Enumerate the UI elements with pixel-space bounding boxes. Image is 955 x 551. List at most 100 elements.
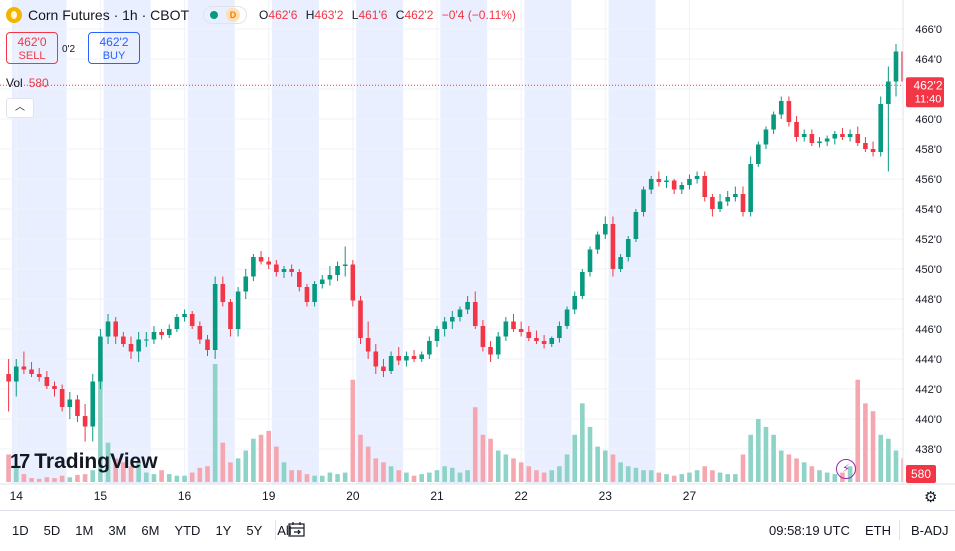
chart-header: Corn Futures · 1h · CBOT D O462'6 H463'2…: [6, 6, 521, 24]
candle-body: [419, 355, 424, 360]
symbol-title[interactable]: Corn Futures · 1h · CBOT: [28, 7, 189, 23]
collapse-legend-button[interactable]: ︿: [6, 98, 34, 118]
candle-body: [113, 322, 118, 337]
divider: [899, 520, 900, 540]
volume-bar: [404, 473, 409, 482]
candle-body: [90, 382, 95, 427]
volume-bar: [274, 447, 279, 482]
y-tick-label: 438'0: [915, 444, 942, 456]
volume-bar: [75, 475, 80, 482]
price-badge: 462'2 11:40: [906, 77, 944, 107]
x-tick-label: 23: [599, 489, 613, 503]
volume-bar: [335, 474, 340, 482]
x-tick-label: 22: [514, 489, 528, 503]
range-6m[interactable]: 6M: [141, 523, 159, 538]
volume-bar: [664, 474, 669, 482]
tradingview-logo[interactable]: 17 TradingView: [10, 450, 158, 474]
candle-body: [175, 317, 180, 329]
y-tick-label: 444'0: [915, 354, 942, 366]
candle-body: [825, 139, 830, 142]
volume-bar: [878, 435, 883, 482]
candle-body: [611, 224, 616, 269]
candle-body: [266, 262, 271, 265]
volume-bar: [794, 458, 799, 482]
volume-bar: [328, 473, 333, 482]
candle-body: [733, 194, 738, 197]
candle-body: [718, 202, 723, 210]
x-tick-label: 20: [346, 489, 360, 503]
candle-body: [687, 179, 692, 185]
volume-bar: [481, 435, 486, 482]
volume-bar: [251, 439, 256, 482]
y-tick-label: 458'0: [915, 144, 942, 156]
utc-clock[interactable]: 09:58:19 UTC: [769, 523, 850, 538]
candle-body: [52, 386, 57, 389]
y-tick-label: 452'0: [915, 234, 942, 246]
volume-bar: [182, 476, 187, 482]
range-ytd[interactable]: YTD: [174, 523, 200, 538]
session-band: [188, 0, 235, 484]
y-tick-label: 460'0: [915, 114, 942, 126]
volume-bar: [641, 470, 646, 482]
session-band: [609, 0, 656, 484]
corn-coin-icon: [6, 7, 22, 23]
candle-body: [848, 134, 853, 137]
volume-bar: [282, 462, 287, 482]
session-badge: D: [226, 8, 240, 22]
candle-body: [695, 176, 700, 179]
volume-bar: [833, 474, 838, 482]
candle-body: [221, 284, 226, 302]
candle-body: [802, 134, 807, 137]
candle-body: [374, 352, 379, 367]
candle-body: [83, 416, 88, 427]
price-chart[interactable]: 466'0464'0462'0460'0458'0456'0454'0452'0…: [0, 0, 955, 510]
calendar-goto-icon[interactable]: [288, 521, 306, 538]
volume-bar: [764, 427, 769, 482]
candle-body: [527, 332, 532, 338]
candle-body: [228, 302, 233, 329]
range-5d[interactable]: 5D: [44, 523, 61, 538]
range-1d[interactable]: 1D: [12, 523, 29, 538]
candle-body: [29, 370, 34, 375]
volume-bar: [52, 478, 57, 482]
candle-body: [60, 389, 65, 407]
candle-body: [205, 340, 210, 351]
range-1m[interactable]: 1M: [75, 523, 93, 538]
lightning-icon[interactable]: ⚡: [836, 459, 856, 479]
candle-body: [833, 134, 838, 139]
range-1y[interactable]: 1Y: [215, 523, 231, 538]
volume-bar: [725, 474, 730, 482]
volume-bar: [787, 454, 792, 482]
range-3m[interactable]: 3M: [108, 523, 126, 538]
candle-body: [481, 326, 486, 347]
buy-button[interactable]: 462'2 BUY: [88, 32, 140, 64]
price-badge-price: 462'2: [914, 78, 943, 92]
session-status[interactable]: D: [203, 6, 247, 24]
volume-bar: [863, 403, 868, 482]
volume-bar: [565, 454, 570, 482]
volume-bar: [825, 473, 830, 482]
sell-button[interactable]: 462'0 SELL: [6, 32, 58, 64]
volume-bar: [649, 470, 654, 482]
session-toggle[interactable]: ETH: [865, 523, 891, 538]
volume-bar: [289, 470, 294, 482]
volume-bar: [312, 476, 317, 482]
candle-body: [98, 337, 103, 382]
volume-bar: [366, 447, 371, 482]
range-5y[interactable]: 5Y: [246, 523, 262, 538]
volume-bar: [167, 474, 172, 482]
chevron-up-icon: ︿: [15, 102, 25, 113]
gear-icon[interactable]: ⚙: [924, 488, 937, 506]
volume-bar: [83, 474, 88, 482]
y-tick-label: 442'0: [915, 384, 942, 396]
candle-body: [381, 367, 386, 372]
volume-bar: [657, 473, 662, 482]
volume-bar: [152, 474, 157, 482]
adjustment-toggle[interactable]: B-ADJ: [911, 523, 949, 538]
volume-bar: [198, 468, 203, 482]
volume-badge-value: 580: [911, 467, 931, 481]
x-tick-label: 19: [262, 489, 276, 503]
candle-body: [182, 314, 187, 317]
volume-bar: [810, 466, 815, 482]
candle-body: [14, 367, 19, 382]
